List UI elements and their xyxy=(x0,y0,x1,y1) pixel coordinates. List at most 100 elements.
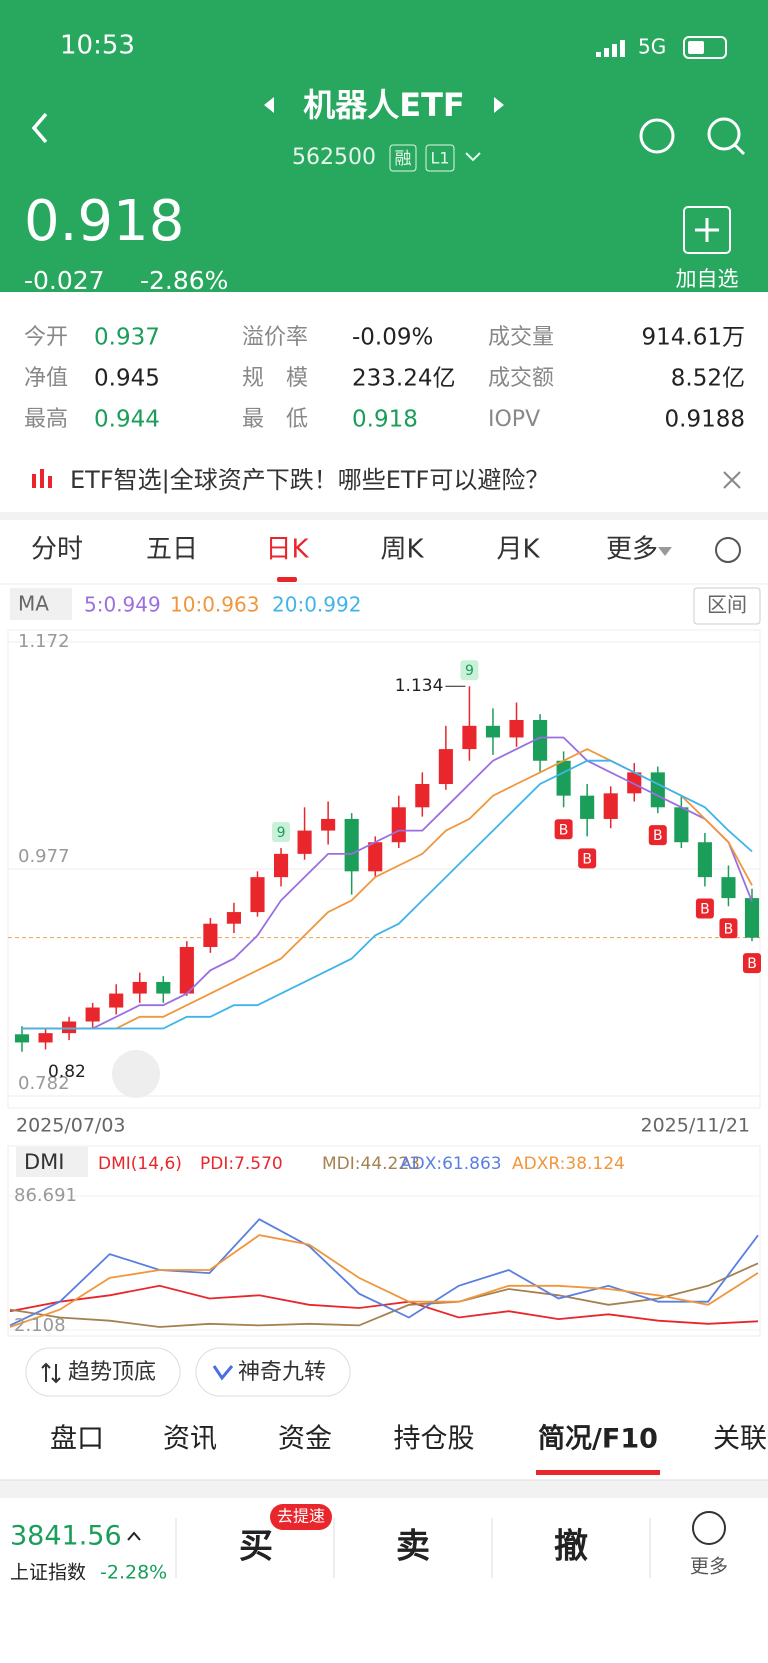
add-button[interactable] xyxy=(683,206,731,254)
dmi-legend: MDI:44.223 xyxy=(322,1154,420,1174)
tool[interactable]: 神奇九转 xyxy=(238,1360,326,1385)
candle-body xyxy=(226,912,241,924)
stat-value: -0.09% xyxy=(352,325,433,351)
tab[interactable]: 日K xyxy=(265,535,309,565)
candle-body xyxy=(438,749,453,785)
ma-line xyxy=(22,736,753,1030)
candle-body xyxy=(462,725,477,750)
candle-body xyxy=(62,1021,77,1034)
more[interactable]: 更多 xyxy=(690,1556,728,1578)
candle-body xyxy=(580,795,595,819)
stat-value: 8.52亿 xyxy=(671,366,745,392)
dmi-line xyxy=(9,1262,759,1328)
badge[interactable]: 去提速 xyxy=(277,1507,325,1526)
dmi-legend: ADXR:38.124 xyxy=(512,1154,625,1174)
dmi-box[interactable] xyxy=(16,1147,88,1177)
marker: B xyxy=(700,901,710,917)
section-tab[interactable]: 简况/F10 xyxy=(538,1423,658,1455)
dmi-frame xyxy=(7,1145,761,1337)
dmi-line xyxy=(9,1218,759,1327)
index-name: 上证指数 xyxy=(10,1562,86,1584)
cancel[interactable]: 撤 xyxy=(554,1527,588,1567)
banner-bg[interactable] xyxy=(0,448,768,512)
dmi-line xyxy=(9,1234,759,1328)
section-tab[interactable]: 资讯 xyxy=(163,1424,217,1455)
stock-code: 562500 xyxy=(292,145,376,170)
close[interactable] xyxy=(723,471,741,489)
tool-button[interactable] xyxy=(25,1347,181,1397)
marker: B xyxy=(653,828,663,844)
candle-body xyxy=(744,898,760,938)
add-label[interactable]: 加自选 xyxy=(676,267,739,291)
marker-bg xyxy=(460,660,479,681)
dmi-legend: ADX:61.863 xyxy=(400,1154,502,1174)
candle-body xyxy=(368,842,383,872)
stat-value: 0.9188 xyxy=(665,407,745,433)
sell[interactable]: 卖 xyxy=(396,1527,430,1567)
footer-dividers xyxy=(175,1518,651,1578)
dropdown[interactable] xyxy=(465,152,481,162)
more-icon[interactable] xyxy=(692,1511,726,1545)
expand[interactable] xyxy=(112,1050,160,1098)
separator xyxy=(0,1480,768,1498)
back[interactable] xyxy=(31,112,48,144)
signal xyxy=(596,40,625,57)
marker-bg xyxy=(719,918,738,939)
candle-body xyxy=(250,877,265,913)
range-box[interactable] xyxy=(693,587,761,625)
tab[interactable]: 五日 xyxy=(146,535,198,565)
marker: B xyxy=(724,921,734,937)
candle-body xyxy=(344,818,359,872)
marker-bg xyxy=(272,822,291,843)
section-tab[interactable]: 关联 xyxy=(713,1424,767,1455)
candle-body xyxy=(697,842,712,878)
dmi-subtitle: DMI(14,6) xyxy=(98,1154,182,1174)
ma-label[interactable]: MA xyxy=(18,592,49,616)
tab[interactable]: 周K xyxy=(380,535,424,565)
candle-body xyxy=(391,807,406,843)
range[interactable]: 区间 xyxy=(707,593,747,617)
search-handle xyxy=(733,143,746,156)
section-tab[interactable]: 盘口 xyxy=(50,1424,104,1455)
tab[interactable]: 月K xyxy=(496,535,540,565)
candle-body xyxy=(627,772,642,794)
stat-value: 0.944 xyxy=(94,407,160,433)
badge-bg xyxy=(270,1504,332,1530)
tab[interactable]: 分时 xyxy=(31,535,83,565)
battery xyxy=(683,36,727,59)
stat-value: 0.945 xyxy=(94,366,160,392)
marker: B xyxy=(582,851,592,867)
search[interactable] xyxy=(707,117,741,151)
battery-level xyxy=(688,41,704,54)
stat-value: 0.937 xyxy=(94,325,160,351)
badge-box xyxy=(389,144,417,172)
candle-body xyxy=(533,719,548,761)
section-tab[interactable]: 资金 xyxy=(278,1424,332,1455)
dropdown xyxy=(658,547,672,556)
change: -0.027 xyxy=(24,266,105,295)
settings[interactable] xyxy=(715,537,741,563)
buy[interactable]: 买 xyxy=(239,1527,273,1567)
tool[interactable]: 趋势顶底 xyxy=(68,1360,156,1385)
banner-text[interactable]: ETF智选|全球资产下跌！哪些ETF可以避险？ xyxy=(70,466,549,494)
candle-body xyxy=(297,830,312,854)
ma-box[interactable] xyxy=(10,588,72,620)
ma-line xyxy=(22,748,753,1030)
y-tick-label: 1.172 xyxy=(18,631,70,652)
marker-bg xyxy=(743,953,761,974)
separator xyxy=(0,512,768,520)
high-label: 1.134 xyxy=(395,676,444,696)
refresh[interactable] xyxy=(639,118,675,154)
stat-label: IOPV xyxy=(488,407,540,432)
section-tab[interactable]: 持仓股 xyxy=(394,1424,475,1455)
network: 5G xyxy=(638,35,666,59)
stat-value: 0.918 xyxy=(352,407,418,433)
banner-icon xyxy=(32,469,52,488)
tool-button[interactable] xyxy=(195,1347,351,1397)
candle-body xyxy=(85,1007,100,1022)
tab[interactable]: 更多 xyxy=(606,535,658,565)
candle-body xyxy=(132,981,147,994)
tool-icon xyxy=(212,1365,234,1381)
